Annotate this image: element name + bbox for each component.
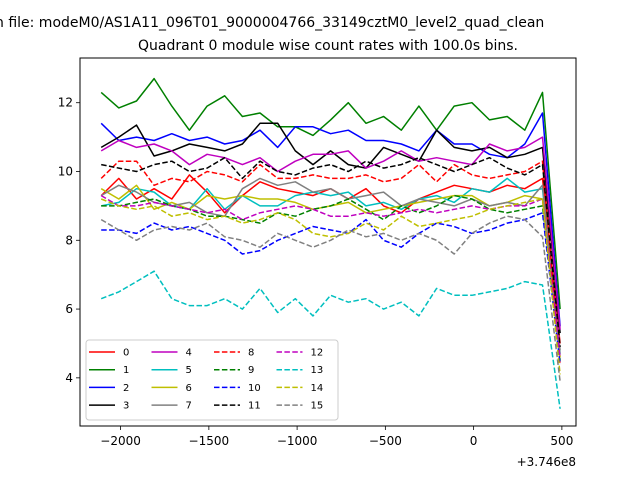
legend-frame <box>85 339 339 421</box>
series-line-13 <box>100 270 561 409</box>
series-line-10 <box>101 212 561 365</box>
legend-label-14: 14 <box>311 383 324 394</box>
series-line-15 <box>100 215 561 382</box>
y-tick-label: 10 <box>58 164 73 178</box>
series-line-12 <box>100 194 561 358</box>
legend-label-5: 5 <box>186 365 192 376</box>
legend-label-8: 8 <box>248 348 254 359</box>
x-tick-label: 500 <box>550 434 573 448</box>
legend-label-15: 15 <box>311 401 324 412</box>
series-line-4 <box>100 136 561 330</box>
legend-label-2: 2 <box>123 383 129 394</box>
plot-frame <box>79 57 577 427</box>
x-tick-label: 0 <box>470 434 478 448</box>
chart-title: Quadrant 0 module wise count rates with … <box>138 38 518 54</box>
legend-label-1: 1 <box>123 365 129 376</box>
series-line-11 <box>101 156 561 347</box>
y-axis: 4 6 8 10 12 <box>58 96 80 385</box>
series-line-9 <box>101 194 561 361</box>
y-tick-label: 6 <box>65 302 73 316</box>
x-axis: −2000 −1500 −1000 −500 0 500 <box>100 426 573 448</box>
legend-label-0: 0 <box>123 348 129 359</box>
figure-title: n file: modeM0/AS1A11_096T01_9000004766_… <box>0 15 544 31</box>
series-layer <box>100 77 561 409</box>
x-tick-label: −2000 <box>100 434 141 448</box>
legend-label-6: 6 <box>186 383 192 394</box>
x-tick-label: −1000 <box>277 434 318 448</box>
series-line-5 <box>101 177 561 354</box>
y-tick-label: 8 <box>65 233 73 247</box>
legend-label-9: 9 <box>248 365 254 376</box>
series-line-8 <box>100 160 561 365</box>
x-offset-label: +3.746e8 <box>517 455 576 469</box>
series-line-3 <box>100 122 561 334</box>
series-line-6 <box>100 184 561 358</box>
legend-label-3: 3 <box>123 401 129 412</box>
series-line-7 <box>100 177 561 351</box>
x-tick-label: −1500 <box>189 434 230 448</box>
legend-label-11: 11 <box>248 401 261 412</box>
y-tick-label: 12 <box>58 96 73 110</box>
series-line-1 <box>100 77 561 310</box>
legend-label-10: 10 <box>248 383 261 394</box>
series-line-0 <box>100 174 561 344</box>
y-tick-label: 4 <box>65 371 73 385</box>
x-tick-label: −500 <box>369 434 402 448</box>
series-line-14 <box>100 198 561 375</box>
legend-label-12: 12 <box>311 348 324 359</box>
legend-label-13: 13 <box>311 365 324 376</box>
legend-label-7: 7 <box>186 401 192 412</box>
legend-label-4: 4 <box>186 348 192 359</box>
